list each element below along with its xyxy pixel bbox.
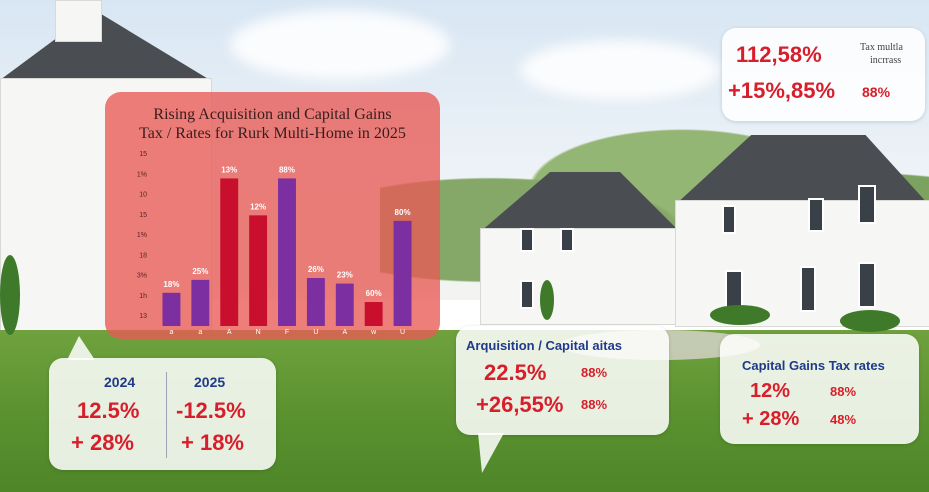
x-tick-label: a	[198, 329, 202, 336]
bar-data-label: 88%	[279, 165, 295, 174]
house-center	[480, 228, 682, 325]
y-tick-label: 1%	[137, 171, 147, 178]
year-comparison-box: 2024 2025 12.5% + 28% -12.5% + 18%	[49, 336, 276, 470]
acquisition-side-value-2: 88%	[581, 397, 608, 412]
y-tick-label: 18	[139, 252, 147, 259]
chart-title-line-1: Rising Acquisition and Capital Gains	[153, 106, 392, 123]
shrub	[540, 280, 554, 320]
capital-gains-value-2: + 28%	[742, 408, 800, 430]
acquisition-value-1: 22.5%	[484, 360, 547, 385]
window	[858, 262, 876, 308]
x-tick-label: w	[370, 329, 377, 336]
x-tick-label: A	[342, 329, 347, 336]
x-tick-label: a	[169, 329, 173, 336]
capital-gains-box: Capital Gains Tax rates 12% 88% + 28% 48…	[720, 334, 919, 444]
window	[725, 270, 743, 309]
x-tick-label: U	[400, 329, 405, 336]
acquisition-box: Arquisition / Capital aitas 22.5% 88% +2…	[456, 326, 669, 473]
increase-note-line-2: incrrass	[870, 55, 902, 66]
year-2024-value-2: + 28%	[71, 430, 134, 455]
bar	[393, 220, 412, 326]
bar-data-label: 12%	[250, 202, 266, 211]
window	[808, 198, 824, 232]
bar	[364, 302, 383, 326]
bar	[191, 279, 210, 326]
acquisition-side-value-1: 88%	[581, 365, 608, 380]
shrub	[710, 305, 770, 325]
cloud	[230, 10, 450, 80]
capital-gains-side-value-2: 48%	[830, 412, 857, 427]
bar-chart: 13 1h 3% 18 1% 15 10 1% 15 18% a 25% a 13% A 12% N 88% F 26…	[137, 151, 412, 336]
y-tick-label: 15	[139, 151, 147, 158]
y-tick-label: 15	[139, 212, 147, 219]
bar	[249, 215, 268, 326]
bar	[278, 178, 296, 326]
bar-data-label: 80%	[395, 208, 411, 217]
acquisition-value-2: +26,55%	[476, 392, 564, 417]
acquisition-title: Arquisition / Capital aitas	[466, 338, 623, 353]
year-2025-value-2: + 18%	[181, 430, 244, 455]
chart-panel: Rising Acquisition and Capital Gains Tax…	[105, 92, 440, 339]
x-tick-label: F	[285, 329, 289, 336]
bar-data-label: 60%	[366, 289, 382, 298]
window	[858, 185, 876, 224]
capital-gains-value-1: 12%	[750, 380, 791, 402]
increase-value-2: +15%,85%	[728, 78, 836, 103]
year-2024-value-1: 12.5%	[77, 398, 140, 423]
front-door	[800, 266, 816, 312]
x-tick-label: A	[227, 329, 232, 336]
capital-gains-side-value-1: 88%	[830, 384, 857, 399]
bubble-tail	[67, 336, 95, 360]
window	[520, 280, 534, 309]
x-tick-label: N	[256, 329, 261, 336]
window	[520, 228, 534, 252]
y-tick-label: 13	[139, 313, 147, 320]
bar	[162, 292, 181, 326]
year-2025-value-1: -12.5%	[176, 398, 246, 423]
y-tick-label: 1h	[139, 293, 147, 300]
year-2025-label: 2025	[194, 374, 226, 390]
bar	[220, 178, 239, 326]
bar	[306, 278, 325, 326]
chart-title-line-2: Tax / Rates for Rurk Multi-Home in 2025	[139, 125, 406, 142]
increase-side-value: 88%	[862, 84, 891, 100]
window	[722, 205, 736, 234]
window	[560, 228, 574, 252]
year-2024-label: 2024	[104, 374, 136, 390]
x-tick-label: U	[313, 329, 318, 336]
y-tick-label: 1%	[137, 232, 147, 239]
bar-data-label: 25%	[192, 267, 208, 276]
shrub	[840, 310, 900, 332]
bar-data-label: 23%	[337, 271, 353, 280]
shrub	[0, 255, 20, 335]
cloud	[520, 40, 720, 100]
chimney	[55, 0, 102, 42]
bar-data-label: 18%	[163, 280, 179, 289]
bubble-tail	[478, 433, 504, 473]
increase-note-line-1: Tax multla	[860, 42, 903, 53]
tax-increase-box: 112,58% Tax multla incrrass +15%,85% 88%	[722, 28, 925, 121]
y-tick-label: 10	[139, 192, 147, 199]
bar-data-label: 13%	[221, 165, 237, 174]
bar	[335, 283, 354, 326]
divider	[166, 372, 167, 458]
increase-value-1: 112,58%	[736, 42, 822, 67]
capital-gains-title: Capital Gains Tax rates	[742, 358, 885, 373]
bar-data-label: 26%	[308, 265, 324, 274]
y-tick-label: 3%	[137, 273, 147, 280]
